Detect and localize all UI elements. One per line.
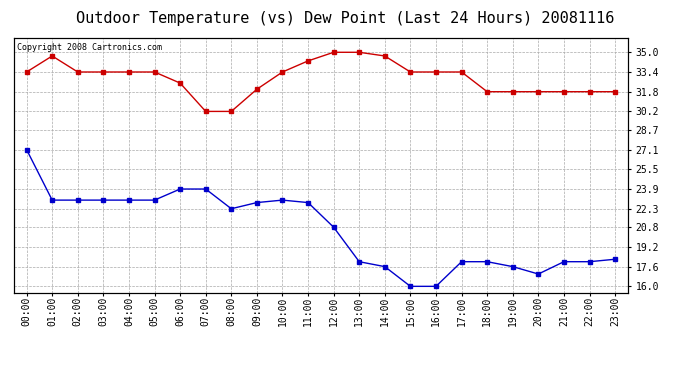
Text: Outdoor Temperature (vs) Dew Point (Last 24 Hours) 20081116: Outdoor Temperature (vs) Dew Point (Last… bbox=[76, 11, 614, 26]
Text: Copyright 2008 Cartronics.com: Copyright 2008 Cartronics.com bbox=[17, 43, 162, 52]
